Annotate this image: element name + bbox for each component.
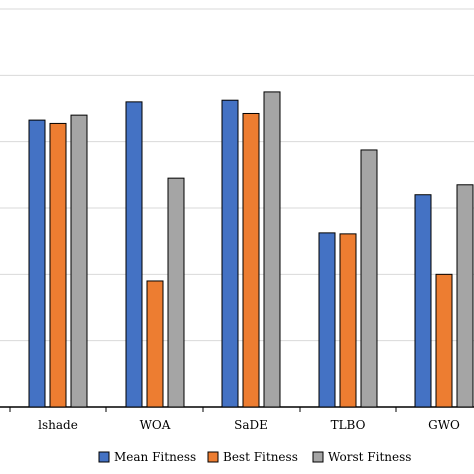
- x-tick-label: SaDE: [234, 418, 268, 432]
- bar-mean-fitness-tlbo: [318, 232, 336, 408]
- legend-label: Mean Fitness: [114, 450, 196, 464]
- bar-best-fitness-lshade: [49, 122, 67, 408]
- bar-best-fitness-tlbo: [339, 233, 357, 408]
- bar-best-fitness-woa: [146, 280, 164, 408]
- bar-mean-fitness-woa: [125, 101, 143, 408]
- legend-swatch: [312, 451, 324, 463]
- x-tick-label: GWO: [428, 418, 460, 432]
- bar-mean-fitness-gwo: [414, 194, 432, 408]
- x-tick-label: WOA: [140, 418, 171, 432]
- legend-swatch: [207, 451, 219, 463]
- bar-best-fitness-gwo: [435, 273, 453, 408]
- bar-mean-fitness-sade: [221, 99, 239, 408]
- legend-label: Best Fitness: [223, 450, 298, 464]
- bar-mean-fitness-lshade: [28, 119, 46, 408]
- bar-worst-fitness-tlbo: [360, 149, 378, 408]
- bar-worst-fitness-sade: [263, 91, 281, 408]
- bar-worst-fitness-lshade: [70, 114, 88, 408]
- x-tick-label: lshade: [38, 418, 78, 432]
- bar-worst-fitness-gwo: [456, 184, 474, 408]
- legend-swatch: [98, 451, 110, 463]
- legend-label: Worst Fitness: [328, 450, 411, 464]
- x-tick-label: TLBO: [331, 418, 366, 432]
- bar-worst-fitness-woa: [167, 177, 185, 408]
- bar-best-fitness-sade: [242, 112, 260, 408]
